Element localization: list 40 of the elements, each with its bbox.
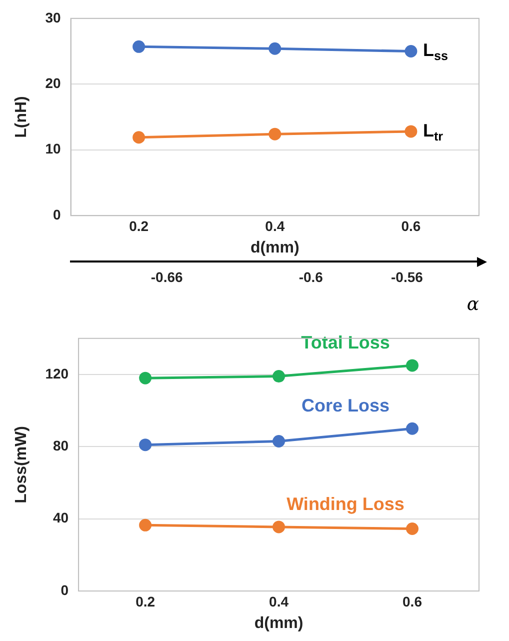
x2-axis-title: α [466,294,479,315]
series-label: Winding Loss [286,494,404,514]
y-tick-label: 120 [45,365,69,382]
point [406,422,419,435]
x-tick-label: 0.4 [269,593,289,610]
x-tick-label: 0.6 [402,593,422,610]
point [139,438,152,452]
x2-tick-label: -0.66 [150,268,183,285]
y-tick-label: 40 [52,510,69,526]
x-tick-label: 0.4 [265,218,285,234]
x-axis-title: d(mm) [254,614,304,632]
point [272,520,286,534]
y-tick-label: 0 [60,582,69,598]
y-tick-label: 80 [52,438,69,454]
y-tick-label: 20 [45,74,61,91]
y-tick-label: 30 [45,9,61,26]
x-axis-title: d(mm) [250,239,300,256]
point [132,40,146,53]
series-label: Total Loss [301,332,390,352]
point [404,125,418,138]
x2-tick-label: -0.6 [298,268,324,285]
point [406,359,419,372]
point [272,434,286,448]
x-tick-label: 0.2 [136,593,156,610]
x-tick-label: 0.6 [401,218,421,234]
point [404,45,418,58]
point [406,522,419,535]
point [132,131,146,144]
x2-tick-label: -0.56 [391,268,424,285]
point [268,128,282,140]
y-axis-title: L(nH) [13,96,30,138]
point [139,372,152,384]
point [272,370,286,383]
series-label: Core Loss [302,396,390,416]
y-tick-label: 0 [52,206,61,222]
x-tick-label: 0.2 [129,218,149,234]
y-tick-label: 10 [45,140,61,157]
point [139,518,152,532]
y-axis-title: Loss(mW) [13,426,30,504]
point [268,42,282,55]
